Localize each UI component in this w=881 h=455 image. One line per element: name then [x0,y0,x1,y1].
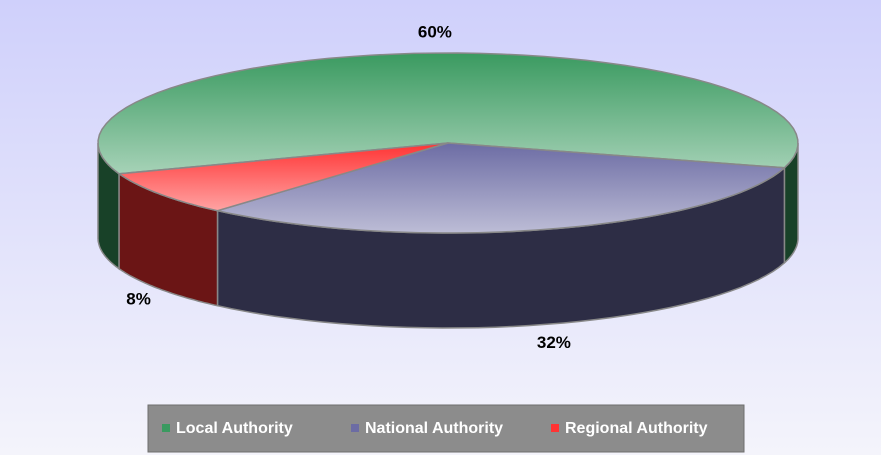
data-label: 32% [537,333,571,352]
legend-swatch [351,424,359,432]
pie-sides [97,143,799,329]
legend: Local Authority National Authority Regiona… [162,420,708,437]
legend-label: Regional Authority [565,420,708,437]
data-label: 8% [126,290,151,309]
legend-label: Local Authority [176,420,293,437]
legend-box [147,404,745,453]
legend-label: National Authority [365,420,503,437]
legend-swatch [551,424,559,432]
legend-swatch [162,424,170,432]
pie-tops [97,52,799,234]
pie-slice [214,142,787,234]
data-label: 60% [418,23,452,42]
data-labels: 60% 32% 8% [126,23,571,352]
pie-slice [97,52,799,175]
pie-slice [116,142,449,212]
